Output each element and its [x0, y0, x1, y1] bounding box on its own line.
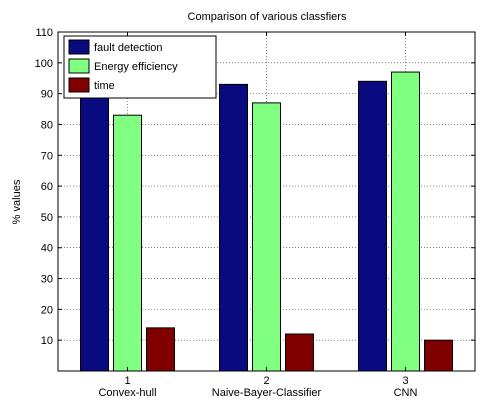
y-tick-label: 60 — [41, 181, 53, 193]
category-name-label: Convex-hull — [98, 387, 157, 399]
bar — [424, 339, 453, 372]
y-tick-label: 100 — [35, 58, 53, 70]
bars — [80, 71, 453, 372]
y-tick-label: 90 — [41, 89, 53, 101]
legend-swatch — [68, 77, 90, 93]
legend-swatch — [68, 58, 90, 74]
legend-label: Energy efficiency — [94, 61, 178, 73]
bar — [80, 93, 109, 372]
bar — [219, 83, 248, 372]
category-name-label: CNN — [393, 387, 418, 399]
bar — [391, 71, 420, 372]
y-tick-label: 20 — [41, 304, 53, 316]
y-tick-label: 40 — [41, 243, 53, 255]
category-name-label: Naive-Bayer-Classifier — [211, 387, 322, 399]
x-tick-label: 3 — [402, 375, 408, 387]
legend-label: time — [94, 80, 115, 92]
y-tick-label: 80 — [41, 119, 53, 131]
y-tick-label: 110 — [35, 27, 53, 39]
legend-swatch — [68, 39, 90, 55]
bar — [358, 80, 387, 372]
bar — [252, 102, 281, 372]
bar — [146, 327, 175, 372]
y-tick-label: 30 — [41, 274, 53, 286]
y-axis-ticks: 10 20 30 40 50 60 70 80 90 100 110 — [35, 27, 475, 347]
y-tick-label: 70 — [41, 150, 53, 162]
bar — [285, 333, 314, 372]
x-tick-label: 2 — [263, 375, 269, 387]
legend-label: fault detection — [94, 42, 163, 54]
x-tick-label: 1 — [124, 375, 130, 387]
bar — [113, 114, 142, 372]
chart-title: Comparison of various classfiers — [188, 11, 347, 23]
y-tick-label: 10 — [41, 335, 53, 347]
x-axis-ticks: 1 2 3 — [124, 32, 409, 387]
y-axis-label: % values — [11, 179, 23, 224]
legend: fault detection Energy efficiency time — [63, 35, 217, 99]
y-tick-label: 50 — [41, 212, 53, 224]
